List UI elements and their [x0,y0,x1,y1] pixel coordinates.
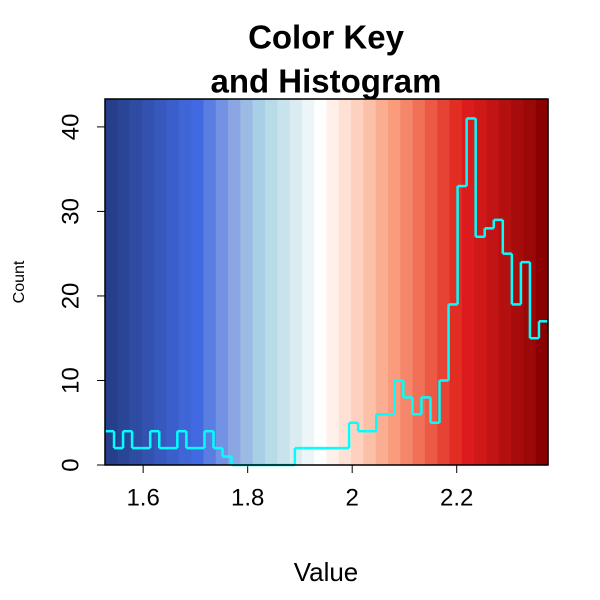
color-band [388,99,401,465]
y-tick-label: 0 [57,458,84,471]
color-band [203,99,217,465]
color-band [215,99,229,465]
color-band [252,99,266,465]
color-band [289,99,303,465]
y-tick-label: 30 [57,198,84,225]
x-tick-label: 1.6 [126,484,159,511]
color-band [264,99,278,465]
color-band [326,99,340,465]
color-band [338,99,352,465]
color-band [129,99,143,465]
y-tick-label: 10 [57,367,84,394]
color-band [301,99,315,465]
chart-title: Color Key [248,19,405,56]
color-band [424,99,438,465]
x-tick-label: 1.8 [231,484,264,511]
color-band [240,99,254,465]
color-band [449,99,463,465]
color-band [461,99,475,465]
color-band [228,99,241,465]
color-band [400,99,414,465]
color-band [511,99,524,465]
color-band [375,99,389,465]
x-tick-label: 2.2 [440,484,473,511]
color-band [166,99,180,465]
color-band [117,99,131,465]
y-axis-label: Count [11,260,28,303]
color-band [535,99,549,465]
color-band [498,99,512,465]
color-band [412,99,426,465]
color-band [105,99,118,465]
color-band [178,99,192,465]
x-tick-label: 2 [346,484,359,511]
color-band [474,99,488,465]
color-band [351,99,365,465]
color-band [363,99,377,465]
plot-frame [104,98,549,466]
color-band [486,99,500,465]
x-axis-label: Value [294,557,359,587]
color-band [154,99,168,465]
color-band [191,99,205,465]
color-band [277,99,291,465]
chart-title: and Histogram [210,63,441,100]
color-band [314,99,328,465]
y-tick-label: 20 [57,283,84,310]
color-band [141,99,155,465]
color-band [437,99,451,465]
y-tick-label: 40 [57,114,84,141]
